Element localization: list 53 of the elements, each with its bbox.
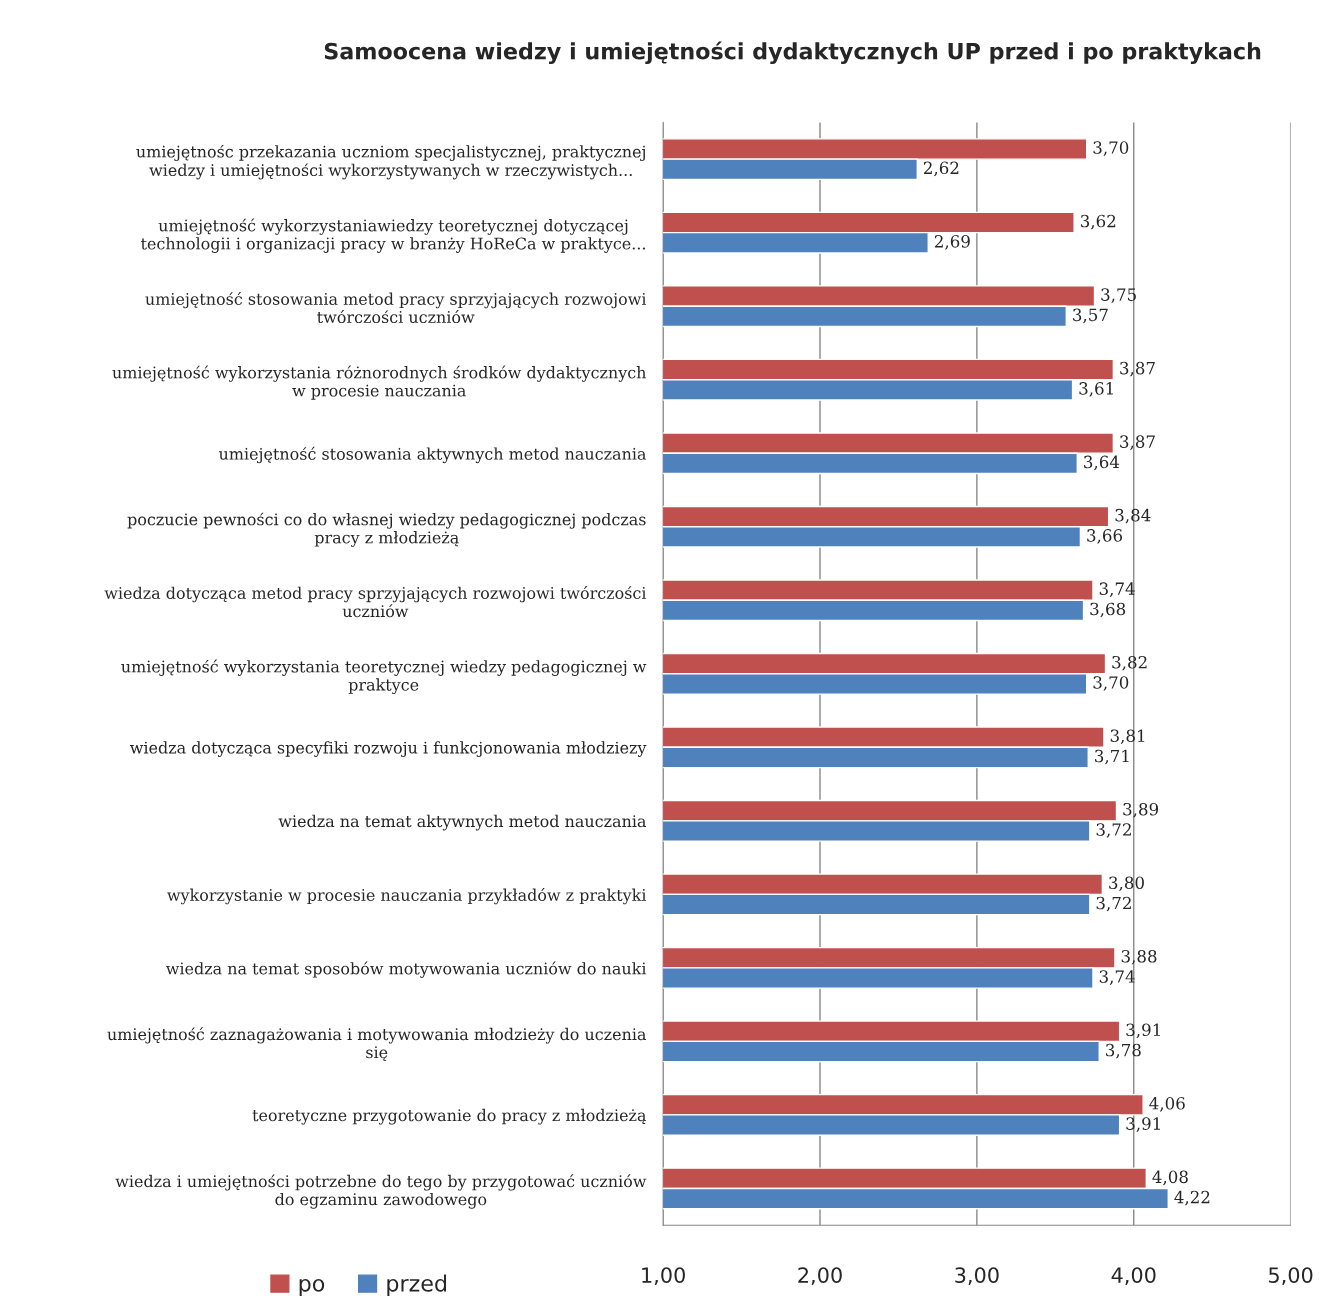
- data-label: 3,84: [1115, 508, 1151, 524]
- y-tick-label: umiejętność wykorzystaniawiedzy teoretycznej dotyczącej technologii i organizacji pracy w branży HoReCa w praktyce...: [141, 218, 645, 253]
- data-label: 3,78: [1106, 1043, 1141, 1059]
- y-tick-label: umiejętność wykorzystania teoretycznej wiedzy pedagogicznej w praktyce: [121, 659, 647, 694]
- data-label: 3,68: [1090, 602, 1126, 618]
- x-tick-label: 3,00: [955, 1267, 999, 1286]
- data-label: 3,62: [1080, 214, 1116, 230]
- data-label: 3,91: [1126, 1117, 1160, 1132]
- x-tick-label: 2,00: [798, 1267, 842, 1286]
- y-tick-label: umiejętnośc przekazania uczniom specjalistycznej, praktycznej wiedzy i umiejętności wykorzystywanych w rzeczywistych...: [136, 144, 645, 180]
- data-label: 3,74: [1099, 582, 1135, 597]
- data-label: 3,87: [1120, 435, 1155, 450]
- data-label: 2,69: [934, 235, 970, 250]
- data-label: 2,62: [923, 161, 959, 177]
- data-label: 3,57: [1073, 308, 1108, 324]
- data-label: 3,91: [1126, 1023, 1160, 1039]
- y-tick-label: umiejętność zaznagażowania i motywowania młodzieży do uczenia się: [107, 1027, 647, 1062]
- data-label: 3,74: [1099, 970, 1135, 985]
- y-tick-label: wiedza na temat sposobów motywowania uczniów do nauki: [166, 961, 647, 978]
- data-label: 3,61: [1079, 382, 1113, 397]
- y-tick-label: umiejętność stosowania metod pracy sprzyjających rozwojowi twórczości uczniów: [145, 291, 647, 324]
- data-label: 3,72: [1096, 823, 1131, 838]
- chart-title: Samoocena wiedzy i umiejętności dydaktycznych UP przed i po praktykach: [324, 41, 1261, 65]
- data-label: 4,06: [1149, 1097, 1185, 1112]
- x-tick-label: 4,00: [1111, 1267, 1156, 1286]
- y-tick-label: wiedza dotycząca metod pracy sprzyjających rozwojowi twórczości uczniów: [104, 586, 647, 618]
- data-label: 3,66: [1087, 529, 1123, 544]
- y-tick-label: wiedza dotycząca specyfiki rozwoju i funkcjonowania młodziezy: [130, 741, 647, 757]
- y-tick-label: umiejętność wykorzystania różnorodnych środków dydaktycznych w procesie nauczania: [112, 365, 647, 400]
- data-label: 3,75: [1101, 288, 1136, 303]
- legend-label: przed: [387, 1274, 447, 1296]
- data-label: 3,64: [1084, 455, 1120, 471]
- y-tick-label: teoretyczne przygotowanie do pracy z młodzieżą: [252, 1108, 647, 1125]
- data-label: 3,70: [1093, 676, 1129, 691]
- y-tick-label: wiedza i umiejętności potrzebne do tego by przygotować uczniów do egzaminu zawodowego: [115, 1174, 647, 1209]
- data-label: 3,89: [1123, 802, 1159, 818]
- y-tick-label: wiedza na temat aktywnych metod nauczania: [278, 814, 647, 831]
- x-tick-label: 5,00: [1269, 1267, 1313, 1286]
- x-tick-label: 1,00: [642, 1267, 685, 1286]
- data-label: 3,70: [1093, 141, 1129, 156]
- data-label: 4,22: [1174, 1190, 1210, 1206]
- data-label: 3,87: [1120, 361, 1155, 377]
- data-label: 3,80: [1109, 876, 1144, 892]
- data-label: 4,08: [1152, 1170, 1188, 1186]
- y-tick-label: umiejętność stosowania aktywnych metod nauczania: [218, 446, 647, 464]
- data-label: 3,82: [1112, 655, 1147, 671]
- data-label: 3,71: [1095, 749, 1129, 765]
- data-label: 3,72: [1096, 896, 1131, 912]
- data-label: 3,81: [1110, 729, 1145, 745]
- y-tick-label: wykorzystanie w procesie nauczania przykładów z praktyki: [167, 887, 647, 905]
- data-label: 3,88: [1121, 949, 1157, 965]
- legend-label: po: [299, 1278, 325, 1296]
- y-tick-label: poczucie pewności co do własnej wiedzy pedagogicznej podczas pracy z młodzieżą: [127, 512, 646, 547]
